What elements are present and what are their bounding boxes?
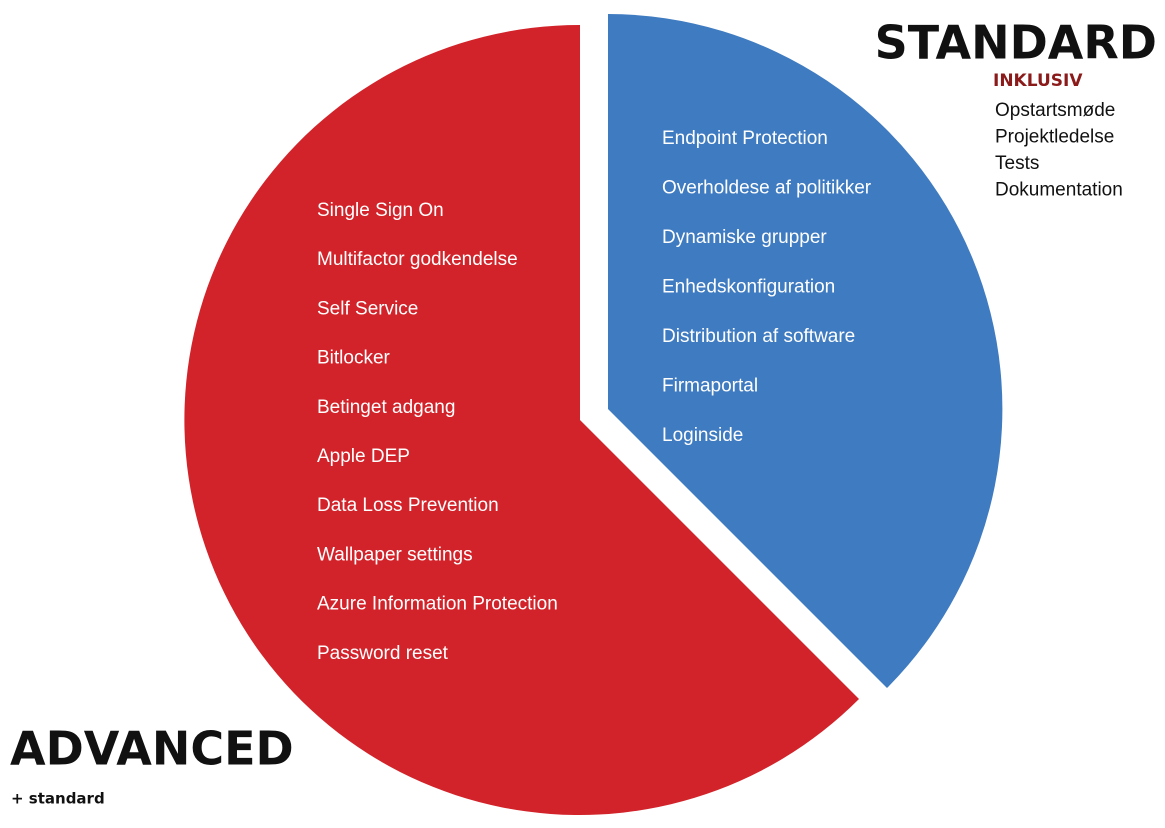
advanced-feature: Betinget adgang bbox=[317, 397, 455, 418]
included-item: Tests bbox=[995, 153, 1039, 174]
standard-feature: Distribution af software bbox=[662, 326, 855, 347]
advanced-title: ADVANCED bbox=[10, 722, 294, 776]
included-item: Opstartsmøde bbox=[995, 100, 1115, 121]
advanced-feature: Single Sign On bbox=[317, 200, 444, 221]
advanced-feature: Bitlocker bbox=[317, 348, 391, 369]
standard-subtitle: INKLUSIV bbox=[993, 71, 1083, 91]
advanced-feature: Azure Information Protection bbox=[317, 594, 558, 615]
advanced-feature: Password reset bbox=[317, 643, 449, 664]
standard-slice bbox=[608, 14, 1003, 688]
standard-feature: Enhedskonfiguration bbox=[662, 277, 835, 298]
standard-feature: Firmaportal bbox=[662, 376, 758, 397]
standard-title: STANDARD bbox=[875, 16, 1157, 70]
advanced-feature: Data Loss Prevention bbox=[317, 495, 499, 516]
included-item: Projektledelse bbox=[995, 127, 1114, 148]
advanced-feature: Wallpaper settings bbox=[317, 544, 473, 565]
standard-feature: Endpoint Protection bbox=[662, 128, 828, 149]
advanced-feature: Apple DEP bbox=[317, 446, 410, 467]
standard-feature: Overholdese af politikker bbox=[662, 178, 872, 199]
advanced-subtitle: + standard bbox=[11, 790, 105, 808]
standard-feature: Dynamiske grupper bbox=[662, 227, 827, 248]
standard-feature: Loginside bbox=[662, 425, 743, 446]
advanced-feature: Self Service bbox=[317, 298, 418, 319]
advanced-slice bbox=[184, 24, 860, 815]
advanced-feature: Multifactor godkendelse bbox=[317, 249, 518, 270]
included-item: Dokumentation bbox=[995, 180, 1123, 201]
